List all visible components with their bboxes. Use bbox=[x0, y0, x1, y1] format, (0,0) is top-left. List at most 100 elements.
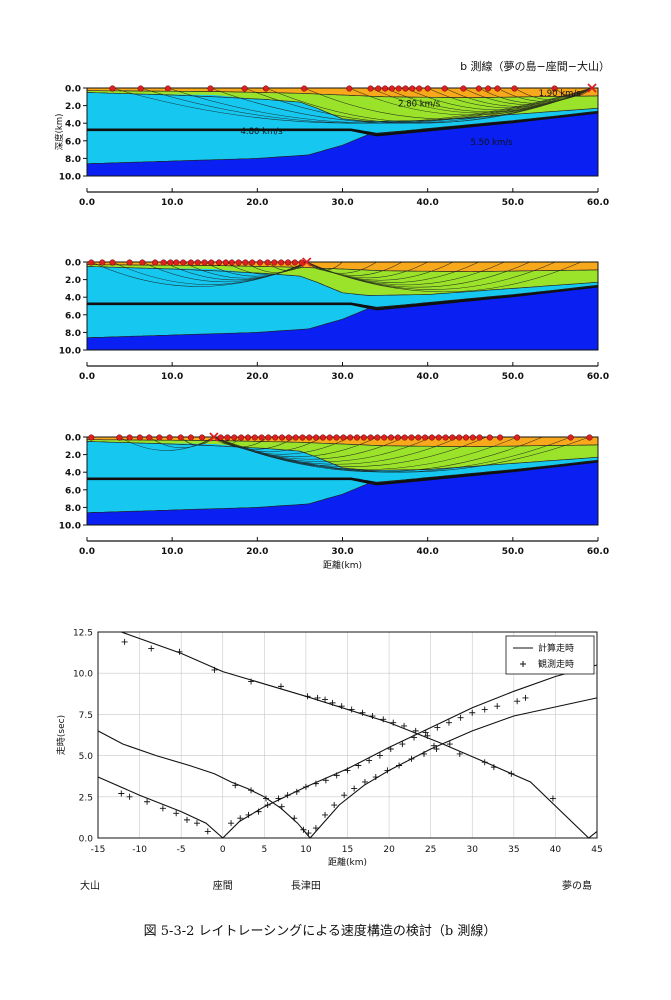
x-tick-label: 50.0 bbox=[502, 372, 524, 382]
station-marker bbox=[381, 434, 388, 441]
plot-frame bbox=[97, 631, 598, 839]
station-marker bbox=[340, 434, 347, 441]
observed-point bbox=[348, 706, 355, 713]
y-tick-label: 10.0 bbox=[59, 173, 81, 183]
station-marker bbox=[460, 85, 467, 92]
observed-point bbox=[322, 811, 329, 818]
x-tick-label: 10.0 bbox=[161, 547, 183, 557]
observed-point bbox=[401, 722, 408, 729]
station-marker bbox=[462, 434, 470, 441]
station-marker bbox=[194, 259, 201, 266]
observed-point bbox=[262, 795, 269, 802]
station-marker bbox=[156, 434, 163, 441]
y-axis-label: 走時(sec) bbox=[56, 715, 67, 755]
observed-point bbox=[312, 825, 319, 832]
y-tick-label: 0.0 bbox=[65, 259, 81, 269]
y-tick-label: 6.0 bbox=[65, 311, 81, 321]
station-marker bbox=[256, 259, 263, 266]
observed-point bbox=[264, 802, 271, 809]
y-tick-label: 6.0 bbox=[65, 137, 81, 147]
station-marker bbox=[88, 259, 95, 266]
legend-label: 観測走時 bbox=[538, 658, 574, 670]
legend-plus-swatch bbox=[520, 661, 526, 667]
reflector-band bbox=[87, 110, 598, 137]
y-tick-label: 0.0 bbox=[79, 835, 94, 845]
station-marker bbox=[497, 434, 504, 441]
layer-2-80 bbox=[87, 264, 598, 296]
y-tick-label: 2.0 bbox=[65, 102, 81, 112]
ray-path bbox=[225, 261, 307, 275]
layer-boundary-1 bbox=[86, 439, 599, 448]
station-marker bbox=[198, 434, 206, 441]
y-tick-label: 10.0 bbox=[59, 347, 81, 357]
station-marker bbox=[265, 434, 272, 441]
station-marker bbox=[408, 434, 415, 441]
layer-4-80-lower bbox=[87, 267, 598, 338]
observed-point bbox=[369, 713, 376, 720]
y-tick-label: 4.0 bbox=[65, 469, 81, 479]
location-label: 夢の島 bbox=[562, 879, 592, 892]
ray-path bbox=[514, 87, 593, 101]
station-marker bbox=[136, 434, 143, 441]
station-marker bbox=[313, 434, 320, 441]
station-marker bbox=[167, 259, 174, 266]
location-label: 大山 bbox=[80, 879, 100, 892]
observed-point bbox=[399, 741, 406, 748]
station-marker bbox=[375, 85, 382, 92]
station-marker bbox=[88, 434, 95, 441]
station-marker bbox=[494, 85, 501, 92]
station-marker bbox=[292, 434, 299, 441]
station-marker bbox=[551, 85, 558, 92]
observed-point bbox=[508, 770, 515, 777]
station-marker bbox=[424, 85, 431, 92]
observed-point bbox=[549, 795, 556, 802]
station-marker bbox=[284, 259, 292, 266]
station-marker bbox=[160, 259, 167, 266]
observed-point bbox=[284, 792, 291, 799]
observed-point bbox=[434, 724, 441, 731]
x-tick-label: 10.0 bbox=[161, 372, 183, 382]
observed-point bbox=[193, 820, 200, 827]
station-marker bbox=[258, 434, 265, 441]
ray-path bbox=[119, 436, 215, 451]
x-tick-label: 50.0 bbox=[502, 198, 524, 208]
station-marker bbox=[367, 434, 374, 441]
station-marker bbox=[567, 434, 574, 441]
layer-boundary-1 bbox=[86, 264, 599, 273]
velocity-label: 4.80 km/s bbox=[241, 127, 284, 137]
station-marker bbox=[298, 259, 305, 266]
calculated-curve-2 bbox=[97, 697, 598, 839]
velocity-label: 1.90 km/s bbox=[539, 89, 582, 99]
observed-point bbox=[322, 696, 329, 703]
observed-point bbox=[304, 693, 311, 700]
figure-caption: 図 5-3-2 レイトレーシングによる速度構造の検討（b 測線） bbox=[144, 923, 497, 939]
velocity-label: 5.50 km/s bbox=[470, 138, 513, 148]
station-marker bbox=[319, 434, 326, 441]
observed-point bbox=[430, 742, 437, 749]
station-marker bbox=[272, 434, 279, 441]
observed-point bbox=[329, 699, 336, 706]
x-tick-label: 60.0 bbox=[587, 372, 609, 382]
station-marker bbox=[271, 259, 278, 266]
observed-point bbox=[433, 746, 440, 753]
observed-point bbox=[300, 826, 307, 833]
station-marker bbox=[485, 85, 492, 92]
station-marker bbox=[235, 259, 242, 266]
observed-point bbox=[148, 645, 155, 652]
observed-point bbox=[302, 783, 309, 790]
station-marker bbox=[152, 259, 159, 266]
station-marker bbox=[201, 259, 208, 266]
station-marker bbox=[511, 85, 518, 92]
y-tick-label: 0.0 bbox=[65, 434, 81, 444]
y-tick-label: 7.5 bbox=[79, 711, 93, 721]
station-marker bbox=[306, 434, 313, 441]
station-marker bbox=[116, 434, 123, 441]
y-tick-label: 12.5 bbox=[73, 629, 93, 639]
y-tick-label: 0.0 bbox=[65, 85, 81, 95]
station-marker bbox=[449, 434, 456, 441]
legend-label: 計算走時 bbox=[538, 642, 574, 654]
x-tick-label: 30.0 bbox=[331, 372, 353, 382]
observed-point bbox=[293, 788, 300, 795]
layer-boundary-3 bbox=[86, 111, 599, 165]
